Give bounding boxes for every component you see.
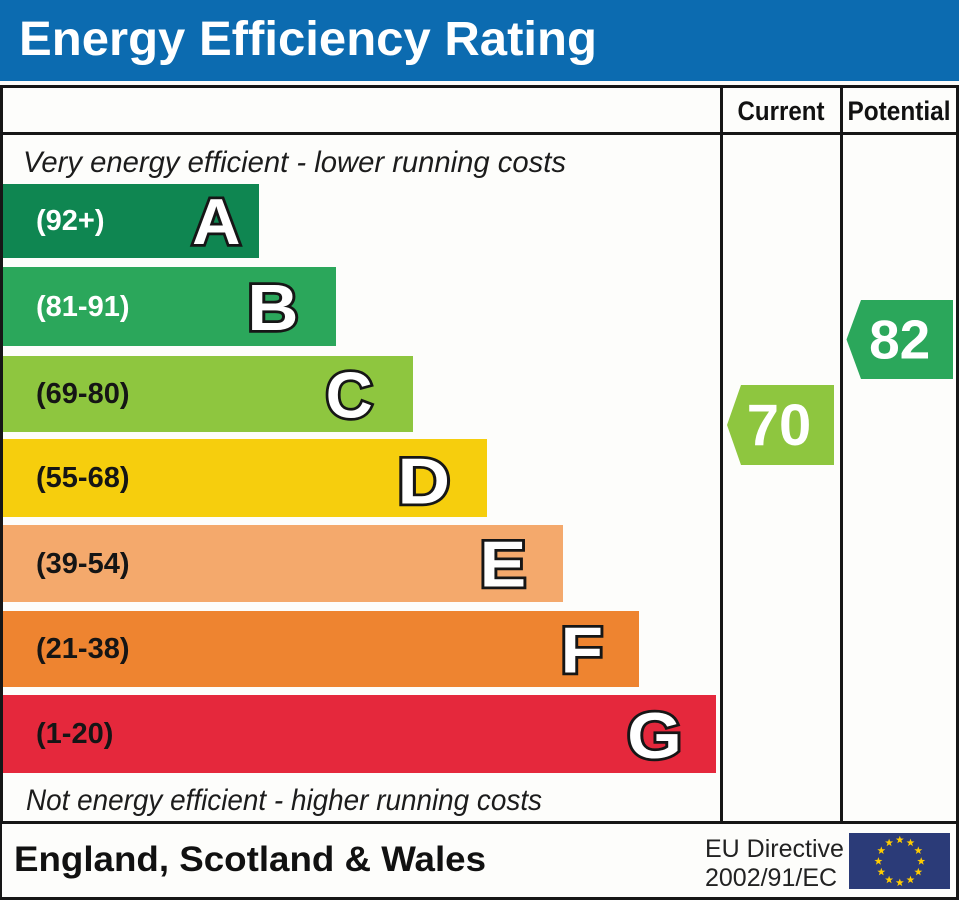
svg-text:A: A	[192, 185, 240, 258]
svg-text:G: G	[627, 699, 682, 772]
svg-text:Not energy efficient - higher: Not energy efficient - higher running co…	[26, 784, 542, 817]
svg-text:C: C	[326, 359, 373, 432]
svg-text:(1-20): (1-20)	[36, 718, 113, 750]
svg-text:(69-80): (69-80)	[36, 378, 130, 410]
svg-text:(39-54): (39-54)	[36, 548, 130, 580]
svg-text:(55-68): (55-68)	[36, 462, 130, 494]
svg-text:70: 70	[747, 393, 812, 458]
svg-text:England, Scotland & Wales: England, Scotland & Wales	[14, 840, 486, 879]
svg-text:EU Directive: EU Directive	[705, 835, 844, 863]
svg-text:82: 82	[869, 309, 930, 371]
svg-text:Potential: Potential	[848, 96, 951, 126]
svg-text:D: D	[398, 445, 451, 518]
svg-text:Very energy efficient - lower: Very energy efficient - lower running co…	[23, 146, 566, 179]
svg-text:(21-38): (21-38)	[36, 633, 130, 665]
svg-text:(81-91): (81-91)	[36, 291, 130, 323]
svg-text:Energy Efficiency Rating: Energy Efficiency Rating	[19, 13, 597, 66]
svg-text:(92+): (92+)	[36, 205, 105, 237]
svg-text:Current: Current	[738, 96, 825, 126]
svg-text:2002/91/EC: 2002/91/EC	[705, 864, 837, 892]
svg-text:B: B	[247, 271, 298, 344]
svg-text:E: E	[480, 528, 526, 601]
svg-text:F: F	[561, 614, 603, 687]
